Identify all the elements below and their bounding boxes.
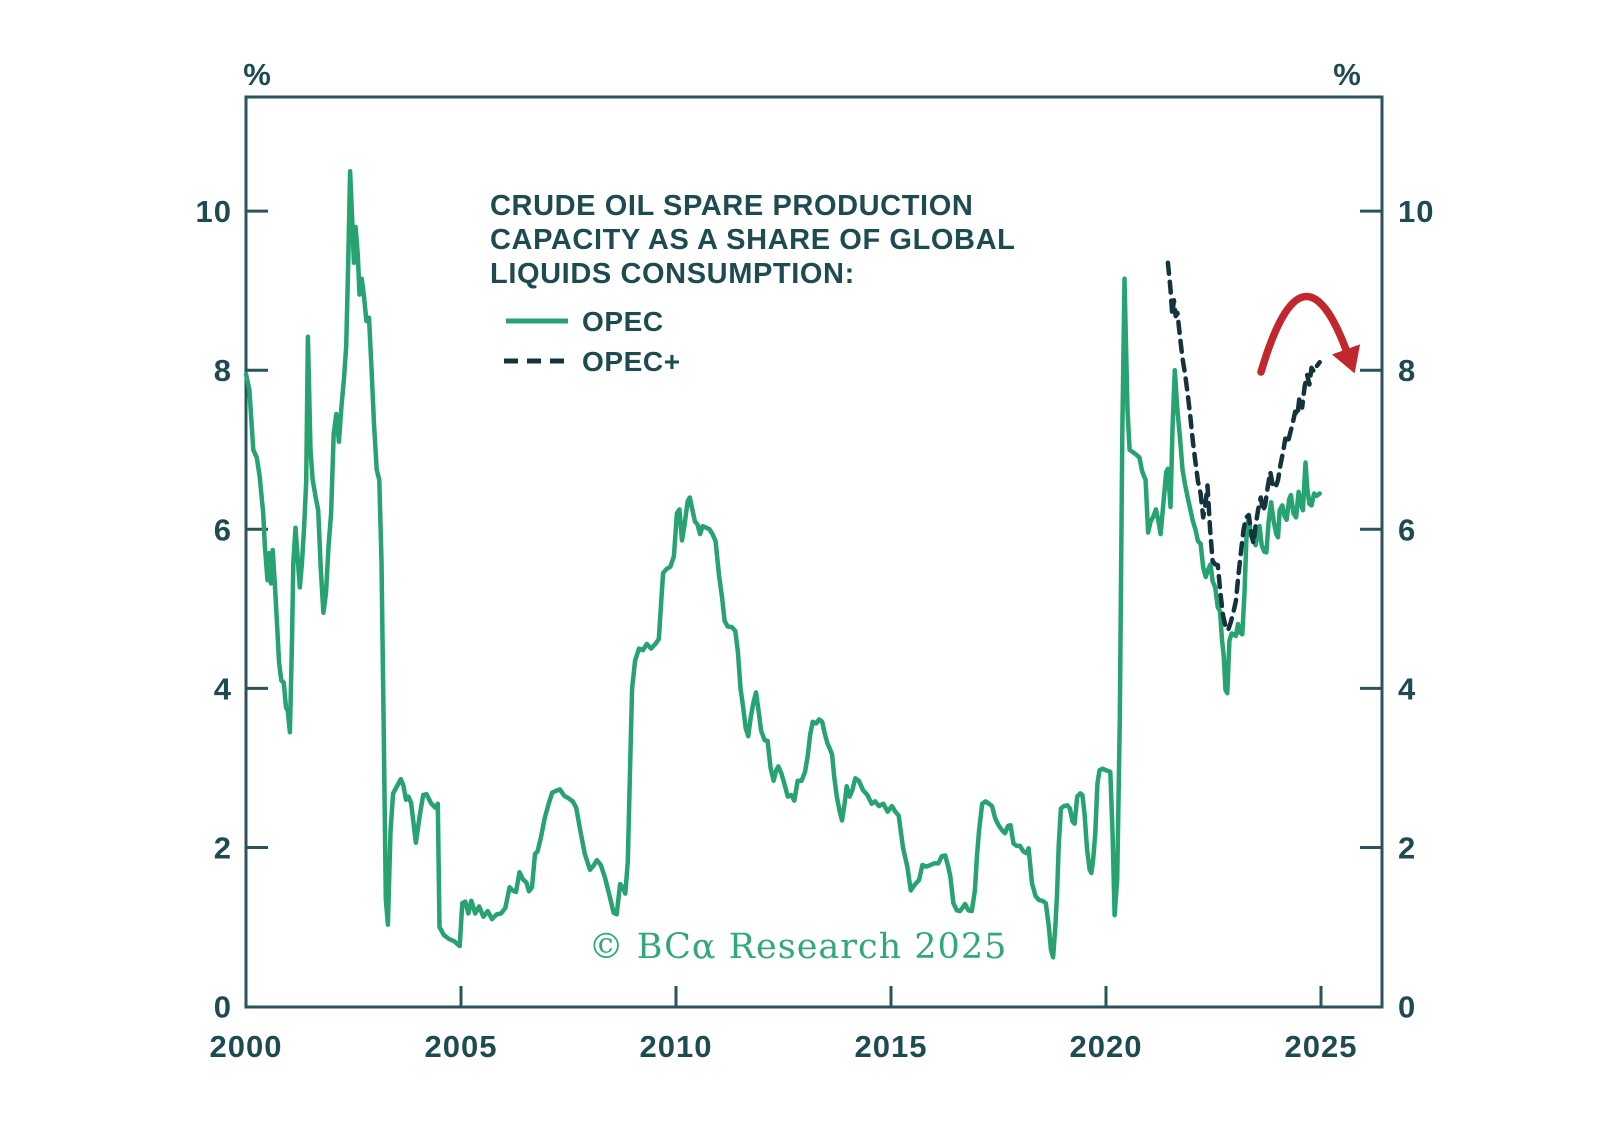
chart-title-line3: LIQUIDS CONSUMPTION: bbox=[490, 258, 855, 290]
y-axis-label-left: 8 bbox=[214, 353, 232, 388]
y-axis-label-left: 4 bbox=[214, 671, 232, 706]
y-axis-label-right: 6 bbox=[1398, 512, 1416, 547]
y-axis-label-left: 2 bbox=[214, 831, 232, 866]
y-axis-label-left: 0 bbox=[214, 990, 232, 1025]
x-axis-label: 2005 bbox=[425, 1029, 498, 1064]
x-axis-label: 2020 bbox=[1070, 1029, 1143, 1064]
axes-layer: 0 0 2 2 4 4 6 6 8 8 10 10 2000 2005 2010 2015 2020 2025 bbox=[196, 95, 1434, 1064]
x-axis-label: 2000 bbox=[210, 1029, 283, 1064]
y-axis-label-right: 4 bbox=[1398, 671, 1416, 706]
y-axis-label-right: 8 bbox=[1398, 353, 1416, 388]
trend-arrow bbox=[1257, 292, 1361, 376]
chart-title: CRUDE OIL SPARE PRODUCTION CAPACITY AS A… bbox=[490, 190, 1015, 290]
y-axis-label-right: 10 bbox=[1398, 194, 1434, 229]
x-axis-label: 2010 bbox=[640, 1029, 713, 1064]
y-axis-label-left: 10 bbox=[196, 194, 232, 229]
y-unit-label-left: % bbox=[243, 57, 271, 92]
y-axis-label-right: 0 bbox=[1398, 990, 1416, 1025]
legend: OPEC OPEC+ bbox=[504, 306, 681, 377]
x-axis-label: 2015 bbox=[855, 1029, 928, 1064]
y-unit-label-right: % bbox=[1333, 57, 1361, 92]
y-axis-label-right: 2 bbox=[1398, 831, 1416, 866]
series-layer bbox=[243, 169, 1322, 960]
legend-opec-label: OPEC bbox=[582, 306, 664, 337]
plot-border bbox=[244, 95, 1384, 1009]
watermark-text: © BCα Research 2025 bbox=[589, 927, 1008, 967]
chart-title-line1: CRUDE OIL SPARE PRODUCTION bbox=[490, 190, 973, 222]
chart-title-line2: CAPACITY AS A SHARE OF GLOBAL bbox=[490, 224, 1015, 256]
opec-plus-series-line bbox=[1165, 260, 1322, 633]
opec-series-line bbox=[243, 169, 1322, 960]
x-axis-label: 2025 bbox=[1285, 1029, 1358, 1064]
y-axis-label-left: 6 bbox=[214, 512, 232, 547]
legend-opec-plus-label: OPEC+ bbox=[582, 346, 681, 377]
